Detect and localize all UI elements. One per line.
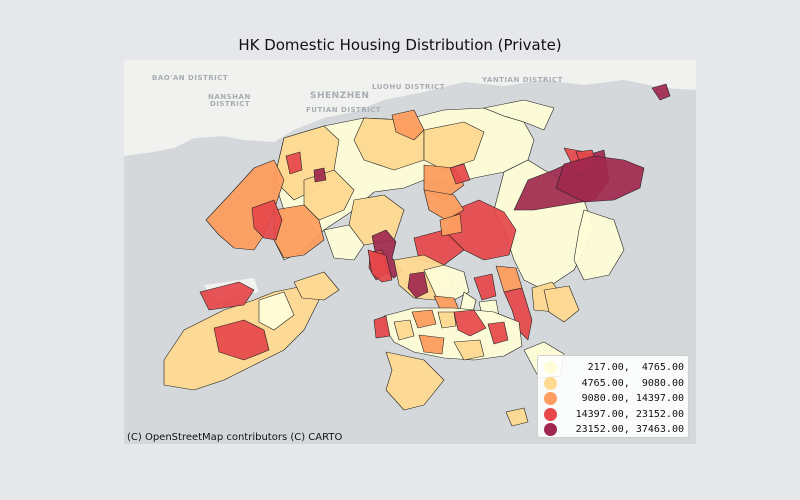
map-attribution: (C) OpenStreetMap contributors (C) CARTO	[127, 432, 343, 443]
legend-entry: 14397.00, 23152.00	[544, 407, 684, 423]
district-polygon[interactable]	[391, 109, 425, 141]
district-polygon[interactable]	[407, 271, 429, 299]
district-polygon[interactable]	[453, 339, 485, 361]
shenzhen-bay	[124, 148, 184, 210]
district-polygon[interactable]	[251, 199, 283, 241]
label-shenzhen: SHENZHEN	[310, 91, 369, 101]
label-luohu: LUOHU DISTRICT	[372, 83, 445, 91]
district-polygon[interactable]	[373, 315, 391, 339]
label-nanshan-district: DISTRICT	[210, 100, 250, 108]
map-legend: 217.00, 4765.00 4765.00, 9080.00 9080.00…	[537, 355, 689, 438]
district-polygon[interactable]	[273, 204, 325, 259]
legend-swatch-circle-icon	[544, 361, 557, 375]
label-baoan: BAO'AN DISTRICT	[152, 74, 228, 82]
district-polygon[interactable]	[418, 334, 445, 355]
district-polygon[interactable]	[423, 189, 465, 221]
district-polygon[interactable]	[543, 285, 580, 323]
district-polygon[interactable]	[199, 281, 255, 311]
legend-entry: 23152.00, 37463.00	[544, 422, 684, 438]
district-polygon[interactable]	[449, 163, 471, 185]
district-polygon[interactable]	[293, 271, 340, 301]
legend-label: 4765.00, 9080.00	[575, 377, 684, 389]
legend-entry: 217.00, 4765.00	[544, 360, 684, 376]
district-polygon[interactable]	[503, 287, 533, 341]
legend-label: 14397.00, 23152.00	[575, 408, 684, 420]
shekou-land	[164, 108, 274, 148]
label-nanshan: NANSHAN	[208, 93, 251, 101]
district-polygon[interactable]	[258, 291, 295, 331]
district-polygon[interactable]	[573, 209, 625, 281]
legend-entry: 4765.00, 9080.00	[544, 376, 684, 392]
label-yantian: YANTIAN DISTRICT	[481, 76, 563, 84]
district-polygon[interactable]	[385, 351, 445, 411]
district-polygon[interactable]	[313, 167, 327, 183]
district-polygon[interactable]	[651, 83, 671, 101]
district-polygon[interactable]	[487, 321, 509, 345]
district-polygon[interactable]	[437, 311, 457, 329]
district-polygon[interactable]	[453, 309, 487, 337]
district-polygon[interactable]	[555, 155, 645, 203]
district-polygon[interactable]	[393, 319, 415, 341]
legend-swatch-circle-icon	[544, 407, 557, 421]
legend-label: 217.00, 4765.00	[575, 362, 684, 374]
district-polygon[interactable]	[483, 99, 555, 131]
district-polygon[interactable]	[423, 121, 485, 171]
map-title: HK Domestic Housing Distribution (Privat…	[238, 36, 562, 54]
district-polygon[interactable]	[323, 224, 365, 261]
district-polygon[interactable]	[367, 249, 393, 283]
district-polygon[interactable]	[439, 213, 463, 237]
label-futian: FUTIAN DISTRICT	[306, 106, 381, 114]
legend-swatch-circle-icon	[544, 392, 557, 406]
district-polygon[interactable]	[213, 319, 270, 361]
district-polygon[interactable]	[505, 407, 529, 427]
district-polygon[interactable]	[285, 151, 303, 175]
legend-swatch-circle-icon	[544, 376, 557, 390]
legend-label: 23152.00, 37463.00	[575, 424, 684, 436]
district-polygon[interactable]	[411, 309, 437, 329]
legend-swatch-circle-icon	[544, 423, 557, 437]
nw-islands	[146, 116, 172, 150]
district-polygon[interactable]	[473, 273, 497, 301]
legend-entry: 9080.00, 14397.00	[544, 391, 684, 407]
legend-label: 9080.00, 14397.00	[575, 393, 684, 405]
